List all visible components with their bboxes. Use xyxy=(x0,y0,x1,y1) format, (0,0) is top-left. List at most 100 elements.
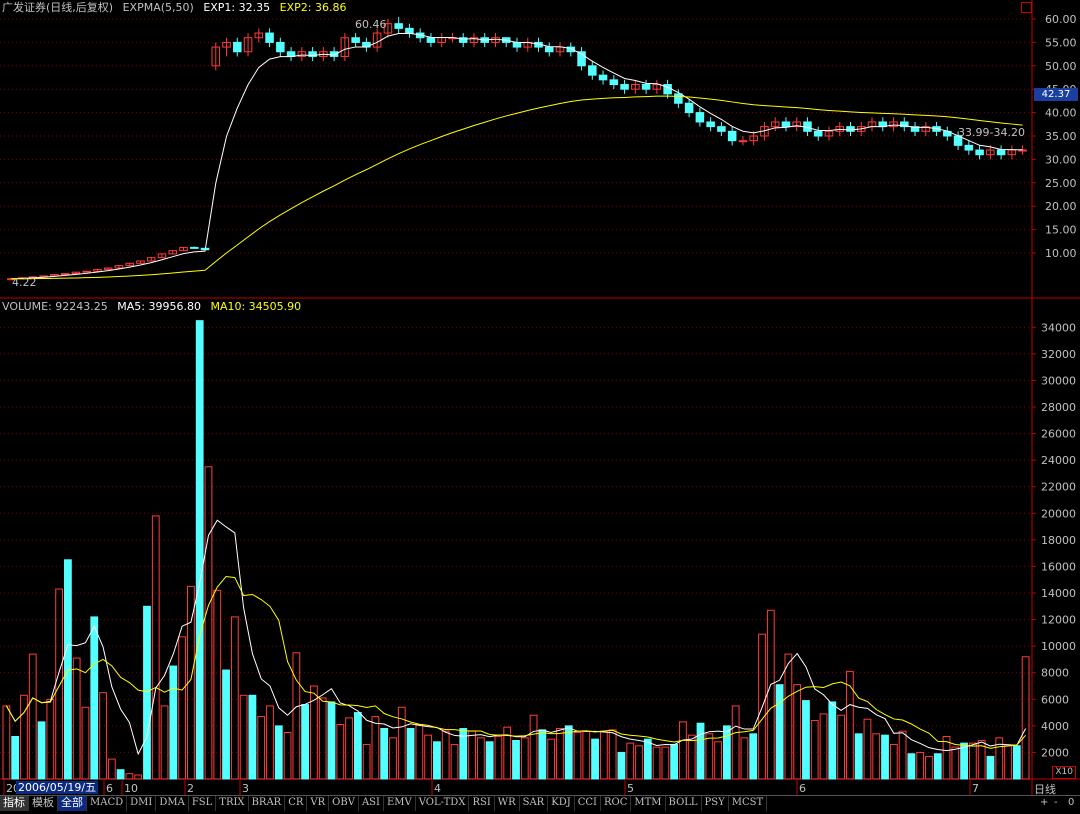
volume-panel-header: VOLUME: 92243.25 MA5: 39956.80 MA10: 345… xyxy=(2,300,307,314)
tab-24[interactable]: MCST xyxy=(729,796,768,811)
volume-tick-label: 32000 xyxy=(1041,348,1076,361)
tab-9[interactable]: CR xyxy=(285,796,308,811)
candle-body xyxy=(233,41,242,53)
volume-bar xyxy=(968,742,977,780)
candle-body xyxy=(458,37,468,43)
tab-15[interactable]: RSI xyxy=(469,796,495,811)
price-tick-label: 40.00 xyxy=(1045,107,1077,120)
volume-tick-label: 4000 xyxy=(1041,720,1069,733)
indicator-name: EXPMA(5,50) xyxy=(122,1,194,14)
volume-bar xyxy=(239,694,248,780)
volume-bar xyxy=(125,773,134,780)
zoom-x10-button[interactable]: X10 xyxy=(1052,766,1076,779)
reset-control[interactable]: 0 xyxy=(1068,797,1075,808)
tab-14[interactable]: VOL-TDX xyxy=(416,796,470,811)
candle-body xyxy=(512,41,522,48)
price-tick-label: 15.00 xyxy=(1045,224,1077,237)
tab-3[interactable]: MACD xyxy=(87,796,128,811)
volume-bar xyxy=(977,739,986,780)
candle-body xyxy=(986,149,995,156)
volume-bar xyxy=(494,735,503,780)
volume-bar xyxy=(81,706,90,780)
volume-bar xyxy=(810,720,819,780)
window-restore-button[interactable] xyxy=(1021,2,1032,13)
volume-bar xyxy=(459,728,468,780)
candle-body xyxy=(189,246,199,249)
tab-20[interactable]: ROC xyxy=(601,796,632,811)
volume-bar xyxy=(406,728,415,780)
candle-body xyxy=(146,257,156,262)
candle-body xyxy=(71,271,81,275)
price-tick-label: 50.00 xyxy=(1045,60,1077,73)
tab-6[interactable]: FSL xyxy=(189,796,217,811)
volume-bar xyxy=(670,743,679,780)
volume-bar xyxy=(863,718,872,780)
candle-body xyxy=(717,126,726,132)
volume-bar xyxy=(872,733,881,780)
volume-bar xyxy=(90,616,99,780)
volume-bar xyxy=(608,729,617,780)
current-price-tag: 42.37 xyxy=(1034,88,1078,101)
tab-13[interactable]: EMV xyxy=(384,796,416,811)
volume-bar xyxy=(749,733,758,780)
candle-body xyxy=(889,121,898,128)
volume-bar xyxy=(626,742,635,780)
candle-body xyxy=(996,149,1006,156)
volume-bar xyxy=(1021,656,1030,780)
candle-body xyxy=(900,121,909,128)
zoom-out-control[interactable]: - xyxy=(1054,797,1058,808)
volume-bar xyxy=(828,701,837,780)
price-tick-label: 10.00 xyxy=(1045,247,1077,260)
month-label: 4 xyxy=(434,782,441,795)
tab-19[interactable]: CCI xyxy=(575,796,601,811)
tab-12[interactable]: ASI xyxy=(359,796,384,811)
volume-bar xyxy=(99,692,107,780)
candle-body xyxy=(254,32,264,39)
candle-body xyxy=(60,273,70,276)
volume-bar xyxy=(116,769,125,780)
volume-bar xyxy=(802,700,810,780)
volume-bar xyxy=(643,738,652,780)
tab-7[interactable]: TRIX xyxy=(216,796,249,811)
volume-tick-label: 8000 xyxy=(1041,667,1069,680)
zoom-in-control[interactable]: + xyxy=(1040,797,1049,808)
volume-bar xyxy=(538,729,547,780)
candle-body xyxy=(243,37,253,53)
exp2-value: EXP2: 36.86 xyxy=(279,1,347,14)
volume-tick-label: 34000 xyxy=(1041,321,1076,334)
tab-18[interactable]: KDJ xyxy=(548,796,575,811)
candle-body xyxy=(211,46,221,67)
tab-17[interactable]: SAR xyxy=(520,796,549,811)
tab-16[interactable]: WR xyxy=(495,796,520,811)
period-label[interactable]: 日线 xyxy=(1034,783,1056,796)
tab-23[interactable]: PSY xyxy=(702,796,729,811)
price-tick-label: 55.00 xyxy=(1045,36,1077,49)
volume-bar xyxy=(389,737,397,780)
tab-22[interactable]: BOLL xyxy=(666,796,702,811)
tab-2[interactable]: 全部 xyxy=(58,796,87,811)
tab-4[interactable]: DMI xyxy=(127,796,157,811)
tab-5[interactable]: DMA xyxy=(156,796,189,811)
tab-10[interactable]: VR xyxy=(307,796,330,811)
volume-bar xyxy=(837,714,845,780)
tab-1[interactable]: 模板 xyxy=(29,796,58,811)
month-label: 10 xyxy=(124,782,138,795)
volume-bar xyxy=(960,742,968,780)
tab-0[interactable]: 指标 xyxy=(0,796,29,811)
volume-bar xyxy=(195,320,204,780)
candle-body xyxy=(706,121,715,128)
candle-body xyxy=(631,84,640,90)
candle-body xyxy=(340,37,350,57)
tab-11[interactable]: OBV xyxy=(329,796,359,811)
candle-body xyxy=(727,130,737,142)
candle-body xyxy=(824,130,834,137)
candle-body xyxy=(846,126,855,132)
volume-bar xyxy=(274,725,283,780)
tab-21[interactable]: MTM xyxy=(631,796,666,811)
tab-8[interactable]: BRAR xyxy=(249,796,286,811)
volume-bar xyxy=(556,728,564,780)
volume-tick-label: 14000 xyxy=(1041,587,1076,600)
volume-bar xyxy=(512,739,520,780)
